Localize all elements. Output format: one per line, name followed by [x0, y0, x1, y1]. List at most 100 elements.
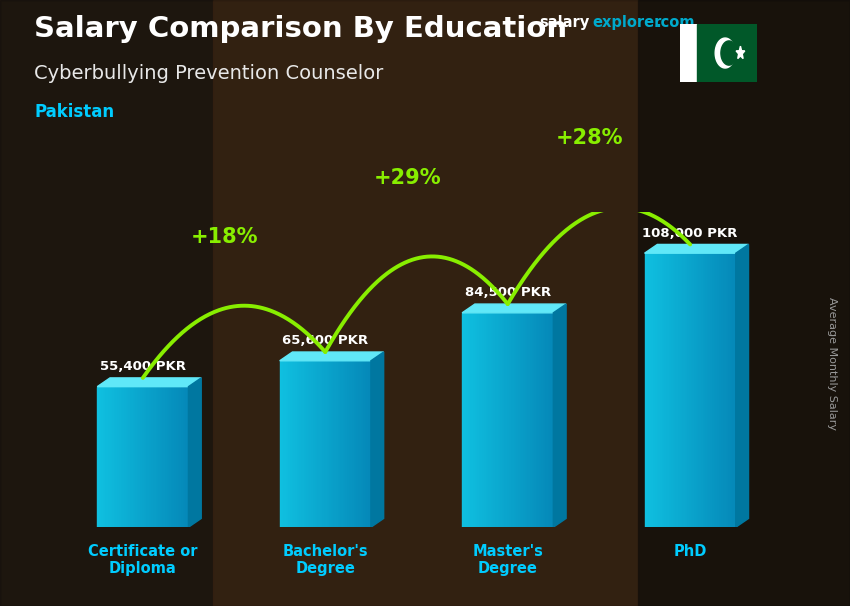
Bar: [674, 253, 677, 527]
Bar: [125, 387, 127, 527]
Bar: [503, 313, 506, 527]
Bar: [551, 313, 553, 527]
Bar: [97, 387, 99, 527]
Bar: [147, 387, 150, 527]
Bar: [179, 387, 182, 527]
Bar: [118, 387, 120, 527]
Bar: [319, 361, 320, 527]
Bar: [724, 253, 727, 527]
Bar: [334, 361, 337, 527]
Bar: [533, 313, 536, 527]
Bar: [0, 0, 212, 606]
Bar: [651, 253, 654, 527]
Bar: [99, 387, 102, 527]
Bar: [697, 24, 756, 82]
Text: Pakistan: Pakistan: [34, 103, 114, 121]
Bar: [104, 387, 106, 527]
Polygon shape: [715, 38, 735, 68]
Bar: [348, 361, 350, 527]
Polygon shape: [97, 378, 201, 387]
Bar: [462, 313, 464, 527]
Bar: [499, 313, 501, 527]
Bar: [366, 361, 369, 527]
Text: Average Monthly Salary: Average Monthly Salary: [827, 297, 837, 430]
Text: explorer: explorer: [592, 15, 662, 30]
Bar: [360, 361, 362, 527]
Bar: [305, 361, 307, 527]
Text: 108,000 PKR: 108,000 PKR: [643, 227, 738, 239]
Bar: [309, 361, 312, 527]
Bar: [501, 313, 503, 527]
Bar: [177, 387, 179, 527]
Bar: [513, 313, 514, 527]
Bar: [654, 253, 656, 527]
Bar: [353, 361, 355, 527]
Bar: [154, 387, 156, 527]
Bar: [467, 313, 469, 527]
Bar: [362, 361, 364, 527]
Bar: [701, 253, 704, 527]
Bar: [519, 313, 521, 527]
Polygon shape: [371, 352, 383, 527]
Bar: [715, 253, 717, 527]
Bar: [307, 361, 309, 527]
Bar: [330, 361, 332, 527]
Polygon shape: [553, 304, 566, 527]
Bar: [706, 253, 708, 527]
Bar: [280, 361, 282, 527]
Bar: [544, 313, 547, 527]
Bar: [490, 313, 492, 527]
Bar: [327, 361, 330, 527]
Text: +29%: +29%: [373, 168, 441, 188]
Bar: [339, 361, 341, 527]
Bar: [122, 387, 125, 527]
Bar: [113, 387, 116, 527]
Bar: [298, 361, 300, 527]
Bar: [510, 313, 513, 527]
Bar: [683, 253, 686, 527]
Bar: [102, 387, 104, 527]
Bar: [369, 361, 371, 527]
Bar: [293, 361, 296, 527]
Text: 84,500 PKR: 84,500 PKR: [465, 286, 551, 299]
Bar: [357, 361, 360, 527]
Bar: [487, 313, 490, 527]
Bar: [496, 313, 499, 527]
Bar: [139, 387, 140, 527]
Bar: [679, 253, 681, 527]
Bar: [116, 387, 118, 527]
Bar: [549, 313, 551, 527]
Bar: [286, 361, 289, 527]
Bar: [471, 313, 473, 527]
Bar: [694, 253, 697, 527]
Bar: [704, 253, 706, 527]
Text: .com: .com: [655, 15, 694, 30]
Bar: [173, 387, 175, 527]
Bar: [483, 313, 484, 527]
Bar: [184, 387, 186, 527]
Bar: [638, 0, 850, 606]
Bar: [314, 361, 316, 527]
Polygon shape: [736, 46, 745, 59]
Bar: [284, 361, 286, 527]
Bar: [182, 387, 184, 527]
Bar: [162, 387, 163, 527]
Bar: [547, 313, 549, 527]
Bar: [170, 387, 173, 527]
Bar: [660, 253, 663, 527]
Bar: [507, 313, 510, 527]
Bar: [312, 361, 314, 527]
Bar: [644, 253, 647, 527]
Bar: [341, 361, 343, 527]
Bar: [537, 313, 540, 527]
Bar: [484, 313, 487, 527]
Bar: [690, 253, 693, 527]
Bar: [291, 361, 293, 527]
Bar: [168, 387, 170, 527]
Bar: [316, 361, 319, 527]
Text: +18%: +18%: [191, 227, 258, 247]
Bar: [688, 253, 690, 527]
Bar: [186, 387, 189, 527]
Bar: [494, 313, 496, 527]
Bar: [337, 361, 339, 527]
